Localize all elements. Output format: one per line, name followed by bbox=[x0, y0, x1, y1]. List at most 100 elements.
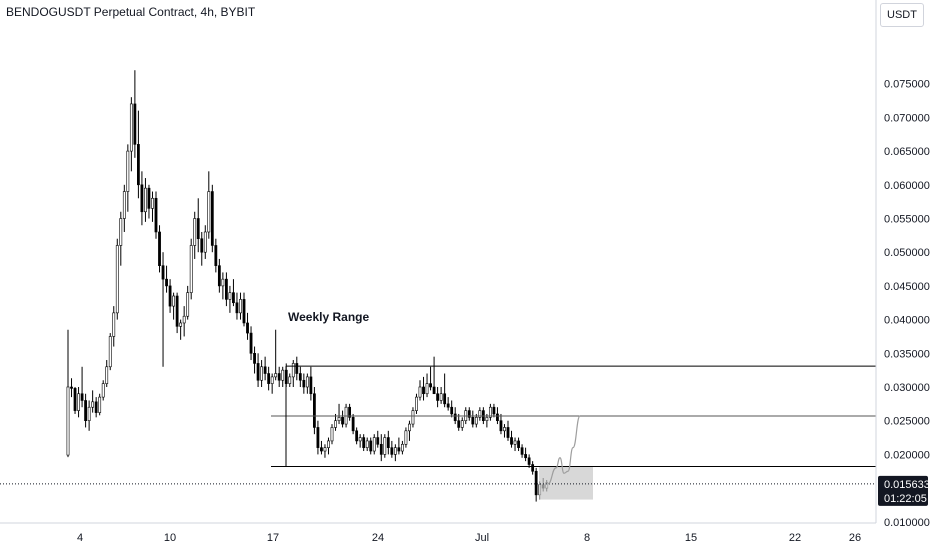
candle-body bbox=[105, 366, 109, 384]
candle-body bbox=[337, 417, 341, 421]
candle-body bbox=[260, 366, 264, 381]
candle-body bbox=[425, 383, 429, 395]
candle-body bbox=[151, 197, 154, 209]
candle-body bbox=[214, 245, 218, 266]
candle-body bbox=[210, 191, 214, 246]
candle-body bbox=[439, 393, 443, 401]
candle-body bbox=[488, 406, 492, 418]
candle-body bbox=[506, 427, 510, 438]
candle-body bbox=[154, 197, 158, 233]
candle-body bbox=[355, 430, 359, 442]
candle-body bbox=[334, 420, 337, 428]
candle-body bbox=[362, 437, 366, 448]
candle-body bbox=[496, 413, 499, 421]
candle-body bbox=[467, 410, 471, 418]
weekly-range-label: Weekly Range bbox=[288, 310, 369, 324]
candle-body bbox=[531, 464, 535, 472]
candle-body bbox=[446, 403, 450, 408]
candle-body bbox=[239, 299, 242, 314]
candle-body bbox=[520, 447, 524, 455]
candle-body bbox=[390, 447, 394, 455]
candle-body bbox=[207, 191, 211, 233]
price-tick-label: 0.020000 bbox=[884, 449, 930, 461]
candle-body bbox=[499, 420, 503, 432]
candle-body bbox=[126, 150, 130, 192]
candle-body bbox=[175, 295, 179, 327]
candle-body bbox=[193, 218, 197, 246]
candle-body bbox=[122, 191, 126, 219]
candle-body bbox=[379, 443, 383, 455]
candle-body bbox=[316, 427, 320, 448]
price-tick-label: 0.050000 bbox=[884, 247, 930, 259]
candle-body bbox=[404, 430, 408, 445]
candle-body bbox=[453, 413, 457, 421]
candle-body bbox=[348, 406, 352, 418]
price-tick-label: 0.060000 bbox=[884, 180, 930, 192]
price-tick-label: 0.030000 bbox=[884, 382, 930, 394]
last-price-tag bbox=[878, 475, 928, 506]
candle-body bbox=[457, 420, 461, 428]
candle-body bbox=[298, 373, 302, 381]
candle-body bbox=[168, 285, 172, 307]
candle-body bbox=[84, 400, 88, 422]
time-tick-label: 10 bbox=[164, 532, 176, 544]
candle-body bbox=[365, 440, 369, 448]
candle-body bbox=[320, 447, 323, 452]
currency-selector[interactable]: USDT bbox=[880, 3, 924, 27]
candle-body bbox=[172, 295, 176, 307]
candle-body bbox=[246, 322, 249, 334]
candle-body bbox=[302, 379, 306, 388]
candle-body bbox=[189, 245, 193, 293]
candle-body bbox=[147, 187, 151, 209]
candle-body bbox=[196, 218, 200, 240]
candle-body bbox=[232, 292, 235, 304]
candle-body bbox=[527, 457, 531, 465]
price-tick-label: 0.035000 bbox=[884, 348, 930, 360]
candle-body bbox=[80, 393, 84, 401]
candle-body bbox=[341, 417, 344, 425]
candle-body bbox=[253, 352, 256, 364]
price-tick-label: 0.055000 bbox=[884, 214, 930, 226]
candle-body bbox=[534, 470, 538, 496]
candle-body bbox=[108, 336, 112, 368]
candle-body bbox=[267, 373, 271, 384]
candle-body bbox=[203, 231, 207, 253]
time-tick-label: 17 bbox=[267, 532, 279, 544]
candle-body bbox=[358, 437, 362, 442]
candle-body bbox=[221, 278, 225, 287]
candle-body bbox=[277, 373, 281, 381]
candle-body bbox=[295, 363, 299, 374]
time-tick-label: 22 bbox=[789, 532, 801, 544]
candle-body bbox=[351, 417, 355, 432]
candle-body bbox=[87, 406, 91, 422]
candle-body bbox=[309, 376, 313, 395]
candle-body bbox=[140, 184, 144, 213]
candle-body bbox=[408, 423, 411, 432]
time-tick-label: 24 bbox=[372, 532, 384, 544]
candle-body bbox=[330, 427, 334, 442]
candle-body bbox=[383, 437, 387, 455]
candle-body bbox=[158, 231, 161, 266]
candle-body bbox=[460, 420, 464, 428]
candle-body bbox=[492, 406, 496, 415]
candle-body bbox=[369, 440, 373, 452]
candle-body bbox=[165, 278, 168, 287]
countdown-timer: 01:22:05 bbox=[884, 493, 927, 505]
time-tick-label: 15 bbox=[685, 532, 697, 544]
candle-body bbox=[112, 312, 116, 337]
candle-body bbox=[415, 396, 418, 411]
candle-body bbox=[432, 386, 436, 395]
candle-body bbox=[450, 406, 454, 415]
price-tick-label: 0.010000 bbox=[884, 517, 930, 529]
candle-body bbox=[228, 292, 232, 300]
time-tick-label: 26 bbox=[849, 532, 861, 544]
candle-body bbox=[73, 388, 77, 411]
candle-body bbox=[372, 437, 376, 452]
price-tick-label: 0.045000 bbox=[884, 281, 930, 293]
candle-body bbox=[474, 417, 478, 425]
candle-body bbox=[115, 245, 119, 314]
candle-body bbox=[235, 302, 239, 314]
candle-body bbox=[397, 447, 401, 452]
